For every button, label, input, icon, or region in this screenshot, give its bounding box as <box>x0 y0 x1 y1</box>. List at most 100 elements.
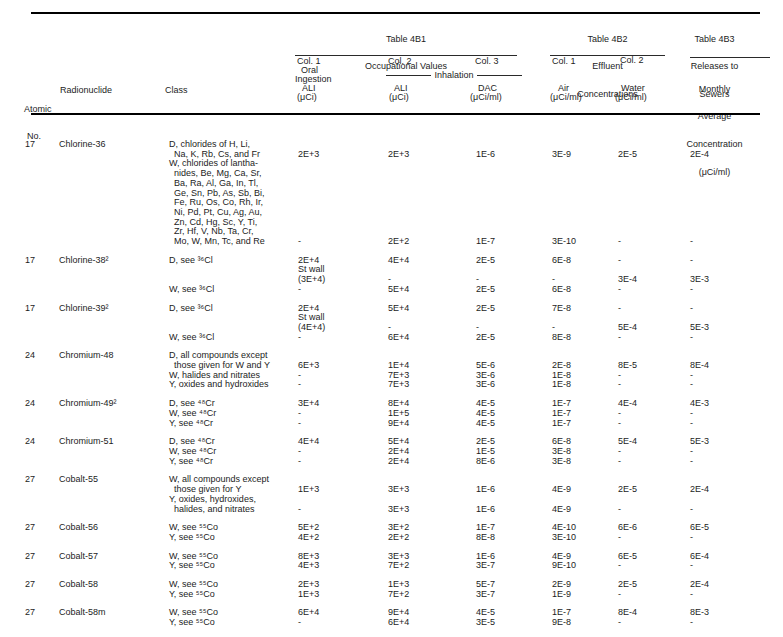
oral-ali-cell <box>296 159 386 169</box>
water-cell: - <box>616 457 688 467</box>
class-cell: Y, see ⁵⁵Co <box>166 533 296 543</box>
radionuclide-cell: Cobalt-58 <box>58 580 166 590</box>
oral-ali-cell <box>296 169 386 179</box>
atomic-number-cell <box>0 561 58 571</box>
water-cell: 6E-5 <box>616 552 688 562</box>
water-cell: - <box>616 618 688 628</box>
water-cell <box>616 189 688 199</box>
radionuclide-cell <box>58 159 166 169</box>
sewer-cell: - <box>688 285 783 295</box>
inhalation-ali-cell <box>386 208 474 218</box>
sewer-cell: - <box>688 505 783 515</box>
col1-air-label: Col. 1 <box>552 57 576 66</box>
inhalation-ali-cell: 7E+3 <box>386 380 474 390</box>
oral-ali-cell: (3E+4) <box>296 275 386 285</box>
dac-cell: 3E-7 <box>474 590 550 600</box>
air-cell: 3E-10 <box>550 237 616 247</box>
dac-unit: (μCi/ml) <box>470 93 502 102</box>
water-cell: 2E-5 <box>616 150 688 160</box>
atomic-number-cell <box>0 409 58 419</box>
radionuclide-group: 24Chromium-51D, see ⁴⁸Cr4E+45E+42E-56E-8… <box>0 437 783 466</box>
col2-water-label: Col. 2 <box>620 56 644 65</box>
table-row: W, see ³⁶Cl-5E+42E-56E-8-- <box>0 285 783 295</box>
radionuclide-cell: Chlorine-38² <box>58 256 166 266</box>
radionuclide-cell <box>58 227 166 237</box>
inhalation-ali-cell <box>386 159 474 169</box>
water-cell: - <box>616 419 688 429</box>
dac-cell: 1E-7 <box>474 237 550 247</box>
sewer-cell: 6E-5 <box>688 523 783 533</box>
water-cell <box>616 198 688 208</box>
sewer-cell <box>688 189 783 199</box>
air-cell: 1E-8 <box>550 380 616 390</box>
radionuclide-group: 24Chromium-48D, all compounds except tho… <box>0 351 783 390</box>
class-cell: Y, oxides and hydroxides <box>166 380 296 390</box>
table-row: 17Chlorine-39²D, see ³⁶Cl2E+45E+42E-57E-… <box>0 304 783 314</box>
atomic-number-cell: 27 <box>0 580 58 590</box>
atomic-number-cell <box>0 533 58 543</box>
air-cell <box>550 198 616 208</box>
radionuclide-cell <box>58 218 166 228</box>
table-row: Ba, Ra, Al, Ga, In, Tl, <box>0 179 783 189</box>
atomic-number-cell <box>0 275 58 285</box>
table-row: 17Chlorine-38²D, see ³⁶Cl2E+44E+42E-56E-… <box>0 256 783 266</box>
dac-cell <box>474 265 550 275</box>
oral-ali-cell <box>296 198 386 208</box>
atomic-number-cell: 24 <box>0 399 58 409</box>
sewer-cell: - <box>688 333 783 343</box>
radionuclide-cell <box>58 198 166 208</box>
radionuclide-cell <box>58 208 166 218</box>
sewer-cell <box>688 218 783 228</box>
table-row: Y, oxides and hydroxides-7E+33E-61E-8-- <box>0 380 783 390</box>
atomic-number-cell <box>0 618 58 628</box>
dac-cell: 1E-6 <box>474 150 550 160</box>
water-cell <box>616 495 688 505</box>
oral-ali-unit: (μCi) <box>297 93 317 102</box>
sewer-cell: 5E-3 <box>688 437 783 447</box>
radionuclide-cell <box>58 371 166 381</box>
air-cell: 8E-8 <box>550 333 616 343</box>
table-row: Y, see ⁵⁵Co1E+37E+23E-71E-9-- <box>0 590 783 600</box>
table-row: halides, and nitrates-3E+31E-64E-9-- <box>0 505 783 515</box>
oral-ali-cell: - <box>296 333 386 343</box>
atomic-number-cell <box>0 218 58 228</box>
radionuclide-group: 27Cobalt-57W, see ⁵⁵Co8E+33E+31E-64E-96E… <box>0 552 783 571</box>
sewer-cell <box>688 208 783 218</box>
inhalation-ali-cell: 9E+4 <box>386 419 474 429</box>
radionuclide-cell: Chromium-49² <box>58 399 166 409</box>
radionuclide-group: 27Cobalt-56W, see ⁵⁵Co5E+23E+21E-74E-106… <box>0 523 783 542</box>
air-cell: 3E-10 <box>550 533 616 543</box>
radionuclide-cell <box>58 169 166 179</box>
sewer-cell: - <box>688 380 783 390</box>
oral-ali-cell: - <box>296 285 386 295</box>
air-cell: 3E-8 <box>550 457 616 467</box>
dac-cell: 2E-5 <box>474 304 550 314</box>
oral-ali-cell: 4E+3 <box>296 561 386 571</box>
sewer-cell <box>688 227 783 237</box>
dac-cell: 1E-6 <box>474 505 550 515</box>
inhalation-rule-left <box>386 75 431 76</box>
sewer-cell: - <box>688 561 783 571</box>
atomic-number-cell: 17 <box>0 304 58 314</box>
water-cell <box>616 208 688 218</box>
atomic-number-cell <box>0 189 58 199</box>
table-row: Na, K, Rb, Cs, and Fr2E+32E+31E-63E-92E-… <box>0 150 783 160</box>
table-row: Zn, Cd, Hg, Sc, Y, Ti, <box>0 218 783 228</box>
class-cell: D, see ³⁶Cl <box>166 256 296 266</box>
radionuclide-cell: Cobalt-57 <box>58 552 166 562</box>
inhalation-ali-cell: 4E+4 <box>386 256 474 266</box>
inhalation-ali-cell <box>386 313 474 323</box>
atomic-number-cell <box>0 590 58 600</box>
air-cell <box>550 189 616 199</box>
atomic-number-cell <box>0 237 58 247</box>
inhalation-ali-unit: (μCi) <box>389 93 409 102</box>
table-4b3-underline <box>690 57 770 58</box>
water-cell: - <box>616 447 688 457</box>
water-cell: - <box>616 371 688 381</box>
class-cell <box>166 265 296 275</box>
air-cell: 4E-9 <box>550 505 616 515</box>
appendix-b-radionuclide-table-page: Table 4B1 Occupational Values Table 4B2 … <box>0 0 783 637</box>
air-cell: 4E-9 <box>550 485 616 495</box>
radionuclide-group: 17Chlorine-39²D, see ³⁶Cl2E+45E+42E-57E-… <box>0 304 783 343</box>
oral-ali-cell: 4E+4 <box>296 437 386 447</box>
